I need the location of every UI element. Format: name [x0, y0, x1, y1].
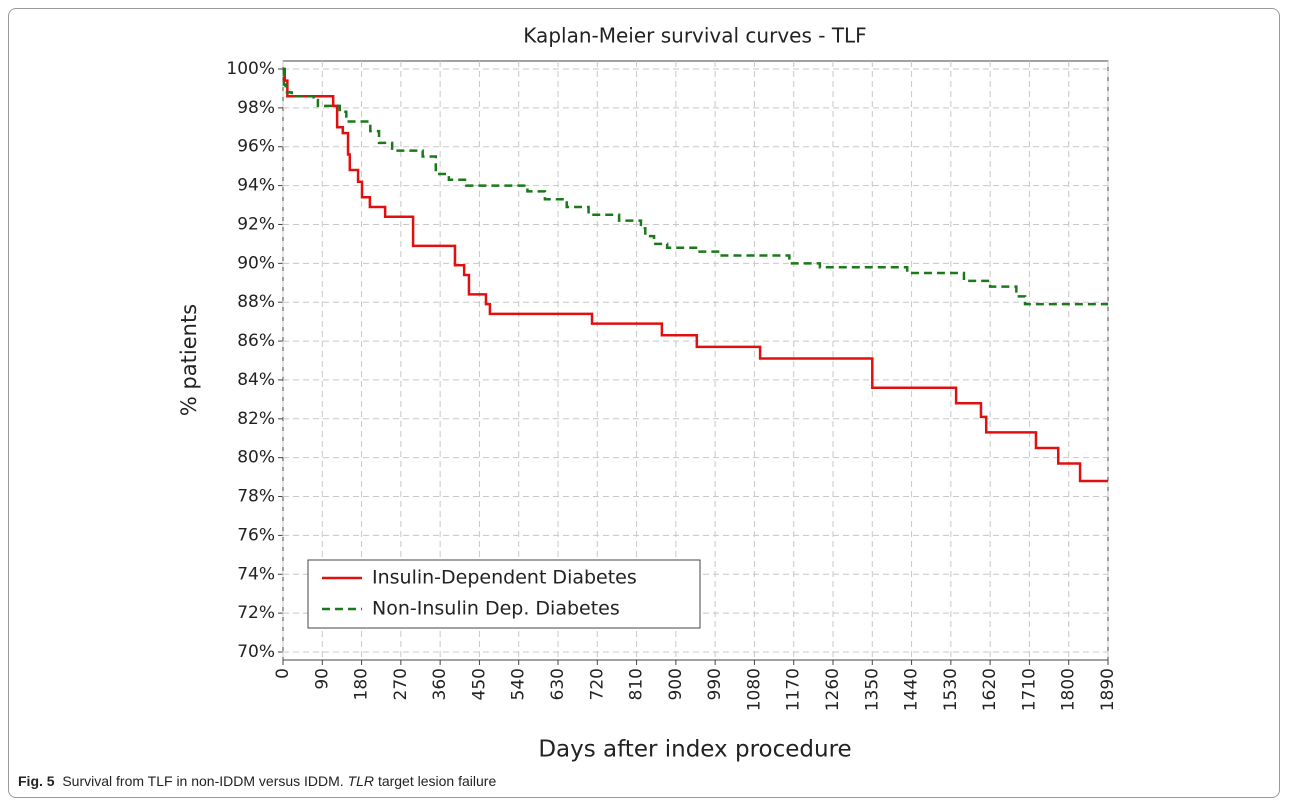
legend-label: Non-Insulin Dep. Diabetes — [372, 598, 620, 620]
caption-text: Survival from TLF in non-IDDM versus IDD… — [62, 773, 344, 789]
y-tick-label: 78% — [237, 487, 275, 507]
x-tick-label: 1620 — [980, 668, 1000, 711]
x-tick-label: 810 — [627, 668, 647, 700]
y-tick-label: 72% — [237, 603, 275, 623]
x-tick-label: 450 — [469, 668, 489, 700]
y-tick-label: 82% — [237, 409, 275, 429]
x-tick-label: 1260 — [823, 668, 843, 711]
y-tick-label: 74% — [237, 564, 275, 584]
figure-frame — [8, 8, 1280, 798]
survival-curve — [282, 67, 1108, 306]
x-tick-label: 1170 — [784, 668, 804, 711]
caption-label: Fig. 5 — [18, 773, 55, 789]
x-tick-label: 180 — [352, 668, 372, 700]
y-tick-label: 94% — [237, 176, 275, 196]
y-tick-label: 100% — [226, 59, 275, 79]
x-axis-title: Days after index procedure — [538, 737, 851, 763]
y-tick-label: 88% — [237, 292, 275, 312]
legend-label: Insulin-Dependent Diabetes — [372, 567, 637, 589]
plot-area — [282, 60, 1109, 661]
x-tick-label: 630 — [548, 668, 568, 700]
y-tick-label: 98% — [237, 98, 275, 118]
x-tick-label: 1080 — [744, 668, 764, 711]
caption-abbr: TLR — [347, 773, 375, 789]
x-tick-label: 0 — [273, 668, 293, 679]
x-tick-label: 990 — [705, 668, 725, 700]
x-tick-label: 1800 — [1059, 668, 1079, 711]
y-axis-title: % patients — [177, 304, 201, 416]
chart-title: Kaplan-Meier survival curves - TLF — [523, 24, 866, 48]
x-tick-label: 1710 — [1019, 668, 1039, 711]
x-tick-label: 720 — [587, 668, 607, 700]
x-tick-label: 1890 — [1098, 668, 1118, 711]
caption-definition: target lesion failure — [377, 773, 497, 789]
x-tick-label: 900 — [666, 668, 686, 700]
y-tick-label: 70% — [237, 642, 275, 662]
y-tick-label: 80% — [237, 448, 275, 468]
y-tick-label: 76% — [237, 525, 275, 545]
y-tick-label: 92% — [237, 214, 275, 234]
y-tick-label: 86% — [237, 331, 275, 351]
x-tick-label: 1530 — [941, 668, 961, 711]
legend-box — [307, 559, 701, 629]
survival-curve — [283, 67, 1108, 483]
y-tick-label: 84% — [237, 370, 275, 390]
x-tick-label: 1440 — [902, 668, 922, 711]
y-tick-label: 90% — [237, 253, 275, 273]
x-tick-label: 90 — [312, 668, 332, 690]
x-tick-label: 360 — [430, 668, 450, 700]
x-tick-label: 540 — [509, 668, 529, 700]
caption: Fig. 5 Survival from TLF in non-IDDM ver… — [18, 773, 496, 789]
y-tick-label: 96% — [237, 137, 275, 157]
x-tick-label: 270 — [391, 668, 411, 700]
legend: Insulin-Dependent Diabetes Non-Insulin De… — [307, 559, 701, 629]
x-tick-label: 1350 — [862, 668, 882, 711]
